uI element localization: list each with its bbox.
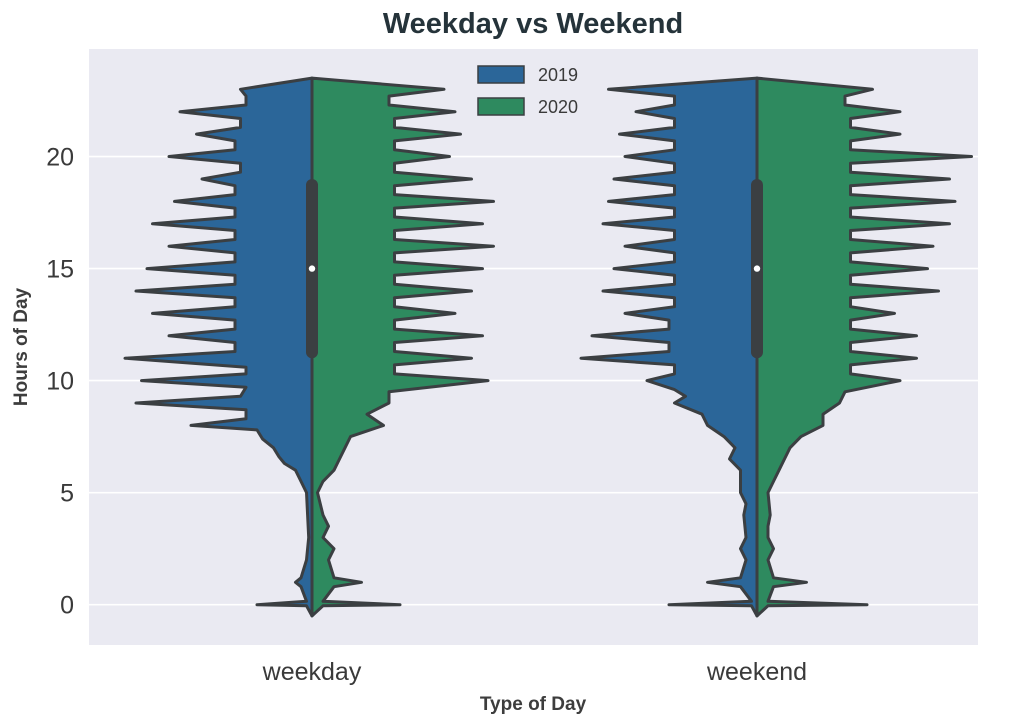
y-tick-label: 20 [46, 144, 74, 172]
median-point-weekday [309, 265, 315, 271]
median-point-weekend [754, 265, 760, 271]
x-axis-label: Type of Day [480, 694, 587, 715]
x-tick-label-weekday: weekday [262, 658, 362, 686]
legend-swatch-2020 [478, 98, 524, 115]
y-tick-label: 15 [46, 256, 74, 284]
x-tick-label-weekend: weekend [706, 658, 807, 686]
legend-swatch-2019 [478, 66, 524, 83]
x-tick-labels: weekday weekend [262, 658, 807, 686]
y-tick-label: 5 [60, 480, 74, 508]
legend-label-2020: 2020 [538, 97, 578, 117]
y-tick-labels: 0 5 10 15 20 [46, 144, 74, 620]
chart-title: Weekday vs Weekend [383, 8, 683, 40]
y-tick-label: 0 [60, 592, 74, 620]
legend-label-2019: 2019 [538, 65, 578, 85]
y-tick-label: 10 [46, 368, 74, 396]
y-axis-label: Hours of Day [11, 287, 32, 406]
